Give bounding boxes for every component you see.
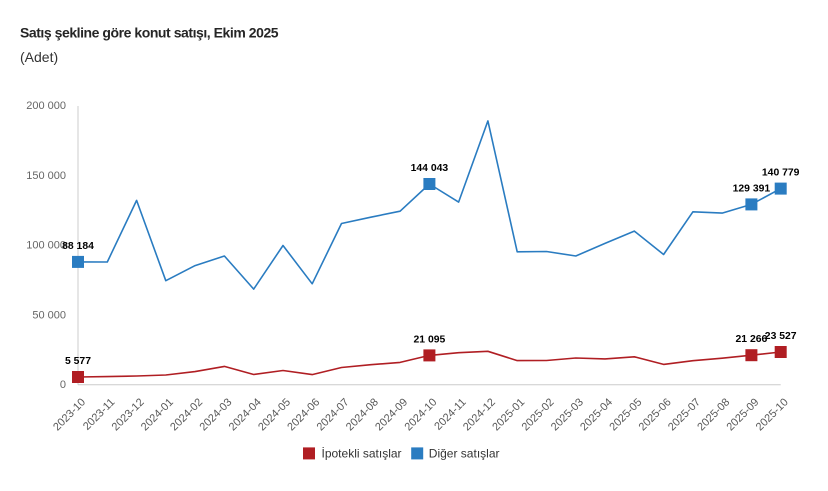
svg-text:50 000: 50 000 [32, 309, 66, 321]
svg-text:144 043: 144 043 [411, 163, 449, 174]
svg-text:İpotekli satışlar: İpotekli satışlar [322, 447, 402, 461]
svg-text:0: 0 [60, 379, 66, 391]
svg-text:Diğer satışlar: Diğer satışlar [429, 447, 500, 461]
svg-text:5 577: 5 577 [65, 356, 91, 367]
svg-text:Satış şekline göre konut satış: Satış şekline göre konut satışı, Ekim 20… [20, 25, 279, 41]
svg-text:21 095: 21 095 [414, 334, 446, 345]
svg-text:129 391: 129 391 [733, 183, 771, 194]
svg-text:150 000: 150 000 [26, 170, 66, 182]
svg-text:23 527: 23 527 [765, 331, 797, 342]
svg-text:200 000: 200 000 [26, 100, 66, 112]
svg-text:140 779: 140 779 [762, 168, 800, 179]
svg-text:88 184: 88 184 [62, 241, 94, 252]
svg-text:(Adet): (Adet) [20, 49, 58, 65]
svg-text:100 000: 100 000 [26, 240, 66, 252]
svg-text:21 266: 21 266 [736, 334, 768, 345]
